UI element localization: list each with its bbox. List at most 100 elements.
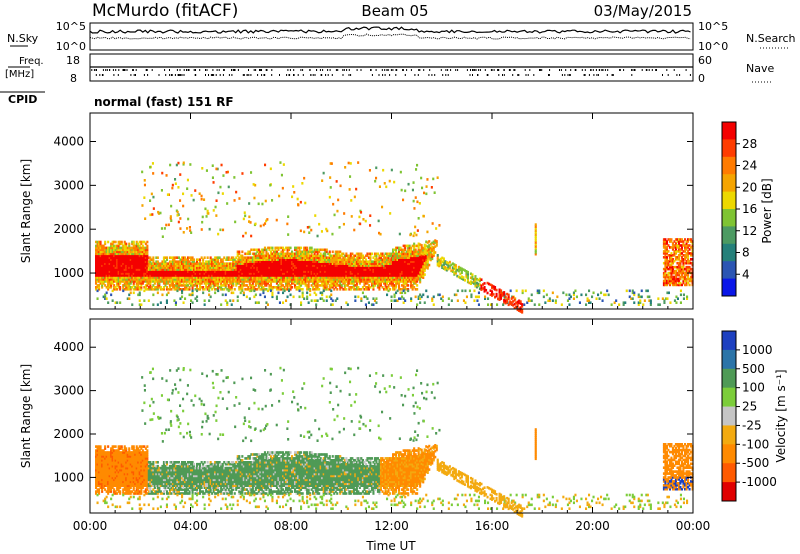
- power-cell: [129, 274, 132, 277]
- power-cell: [230, 272, 233, 275]
- power-cell: [256, 288, 259, 291]
- power-cell: [331, 264, 334, 267]
- power-cell: [162, 276, 165, 279]
- power-cell: [128, 244, 131, 248]
- power-cell: [220, 262, 223, 265]
- power-cell: [257, 301, 260, 304]
- power-cell: [158, 268, 161, 271]
- power-cell: [357, 280, 360, 283]
- power-cell: [337, 276, 340, 279]
- power-cell: [313, 254, 316, 258]
- power-cell: [162, 272, 165, 275]
- power-cell: [316, 252, 319, 256]
- power-cell: [126, 260, 129, 263]
- power-cell: [349, 270, 352, 273]
- power-cell: [248, 284, 251, 287]
- power-cell: [162, 266, 165, 269]
- power-cell: [117, 264, 120, 267]
- power-cell: [339, 250, 342, 254]
- power-cell: [138, 264, 141, 267]
- power-cell: [104, 242, 107, 246]
- power-cell: [173, 260, 176, 263]
- power-cell: [269, 254, 272, 258]
- power-cell: [209, 258, 212, 261]
- power-cell: [324, 256, 327, 259]
- power-cell: [315, 266, 318, 269]
- power-cell: [181, 288, 184, 291]
- power-cell: [250, 266, 253, 269]
- power-cell: [322, 288, 325, 291]
- power-cell: [117, 242, 120, 246]
- power-cell: [149, 262, 152, 265]
- power-cell: [167, 276, 170, 279]
- power-cell: [144, 262, 147, 265]
- power-cell: [173, 266, 176, 269]
- power-cell: [324, 288, 327, 291]
- power-cell: [212, 272, 215, 275]
- power-cell: [288, 276, 291, 279]
- power-cell: [104, 250, 107, 254]
- power-cell: [349, 278, 352, 281]
- power-cell: [188, 268, 191, 271]
- power-cell: [355, 270, 358, 273]
- power-cell: [206, 268, 209, 271]
- power-cell: [126, 288, 129, 291]
- power-cell: [272, 252, 275, 256]
- power-cell: [348, 274, 351, 277]
- power-cell: [123, 272, 126, 275]
- power-cell: [358, 270, 361, 273]
- power-cell: [131, 248, 134, 252]
- power-cell: [407, 284, 410, 287]
- power-cell: [135, 242, 138, 246]
- power-cell: [361, 280, 364, 283]
- power-cell: [227, 286, 230, 289]
- power-cell: [291, 282, 294, 285]
- power-cell: [343, 268, 346, 271]
- power-cell: [134, 278, 137, 281]
- power-cell: [292, 266, 295, 269]
- power-cell: [108, 286, 111, 289]
- power-cell: [294, 262, 297, 265]
- power-cell: [223, 262, 226, 265]
- power-cell: [259, 278, 262, 281]
- power-cell: [123, 254, 126, 258]
- power-cell: [113, 268, 116, 271]
- power-cell: [312, 268, 315, 271]
- power-cell: [271, 254, 274, 258]
- power-cell: [99, 264, 102, 267]
- power-cell: [334, 252, 337, 256]
- power-cell: [328, 276, 331, 279]
- power-cell: [187, 264, 190, 267]
- power-cell: [343, 276, 346, 279]
- power-cell: [357, 295, 360, 299]
- power-cell: [156, 288, 159, 291]
- power-cell: [96, 246, 99, 250]
- power-cell: [285, 280, 288, 283]
- power-cell: [177, 270, 180, 273]
- power-cell: [247, 278, 250, 281]
- power-cell: [268, 288, 271, 291]
- power-cell: [190, 276, 193, 279]
- power-cell: [259, 293, 262, 297]
- power-cell: [120, 262, 123, 265]
- power-cell: [212, 262, 215, 265]
- power-cell: [294, 246, 297, 250]
- power-cell: [111, 260, 114, 263]
- power-cell: [191, 266, 194, 269]
- power-cell: [306, 256, 309, 259]
- power-cell: [164, 276, 167, 279]
- power-cell: [117, 256, 120, 259]
- nsky-tick-high: 10^5: [56, 20, 86, 33]
- power-cell: [357, 266, 360, 269]
- power-cell: [176, 270, 179, 273]
- power-cell: [111, 299, 114, 302]
- power-cell: [321, 282, 324, 285]
- power-cell: [144, 242, 147, 246]
- power-cell: [283, 274, 286, 277]
- power-cell: [242, 266, 245, 269]
- power-cell: [260, 284, 263, 287]
- power-cell: [339, 276, 342, 279]
- power-cell: [250, 288, 253, 291]
- power-cell: [122, 272, 125, 275]
- power-cell: [114, 274, 117, 277]
